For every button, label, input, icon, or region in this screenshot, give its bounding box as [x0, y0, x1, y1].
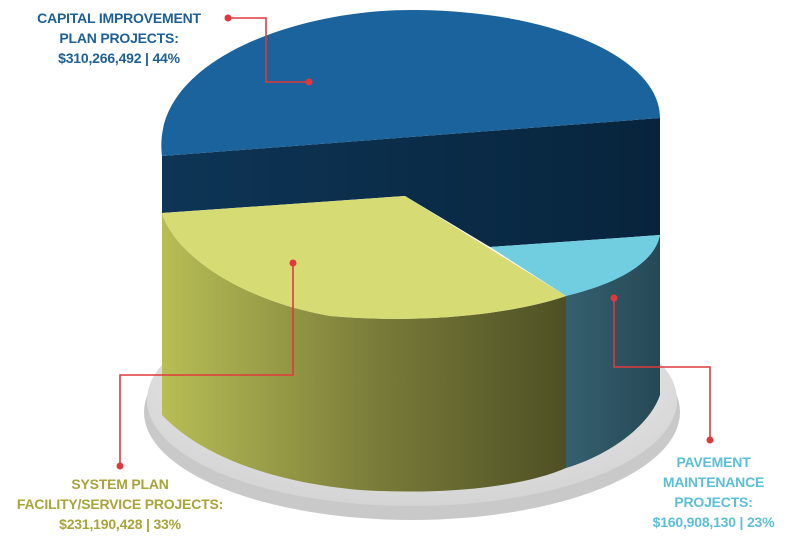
capital-label-line-1: CAPITAL IMPROVEMENT	[37, 10, 201, 26]
capital-label-line-3: $310,266,492 | 44%	[58, 50, 180, 66]
system-slice-label: SYSTEM PLAN FACILITY/SERVICE PROJECTS: $…	[0, 474, 240, 534]
capital-slice-top	[161, 9, 661, 156]
pavement-label-line-3: PROJECTS:	[674, 494, 753, 510]
system-label-line-2: FACILITY/SERVICE PROJECTS:	[16, 496, 224, 512]
capital-label-line-2: PLAN PROJECTS:	[59, 30, 179, 46]
pavement-slice-side	[566, 235, 660, 468]
capital-leader	[224, 14, 313, 86]
capital-slice-label: CAPITAL IMPROVEMENT PLAN PROJECTS: $310,…	[0, 8, 238, 68]
pavement-label-line-1: PAVEMENT	[676, 454, 751, 470]
pavement-leader	[610, 294, 714, 444]
pavement-slice-top	[490, 235, 660, 296]
system-slice-side	[162, 213, 566, 492]
pavement-label-line-2: MAINTENANCE	[662, 474, 765, 490]
system-leader	[116, 259, 297, 470]
pavement-label-line-4: $160,908,130 | 23%	[652, 514, 775, 530]
pavement-slice-label: PAVEMENT MAINTENANCE PROJECTS: $160,908,…	[620, 452, 807, 532]
capital-slice-side	[162, 118, 660, 247]
system-label-line-3: $231,190,428 | 33%	[59, 516, 181, 532]
system-label-line-1: SYSTEM PLAN	[71, 476, 169, 492]
system-slice-top	[162, 196, 566, 319]
